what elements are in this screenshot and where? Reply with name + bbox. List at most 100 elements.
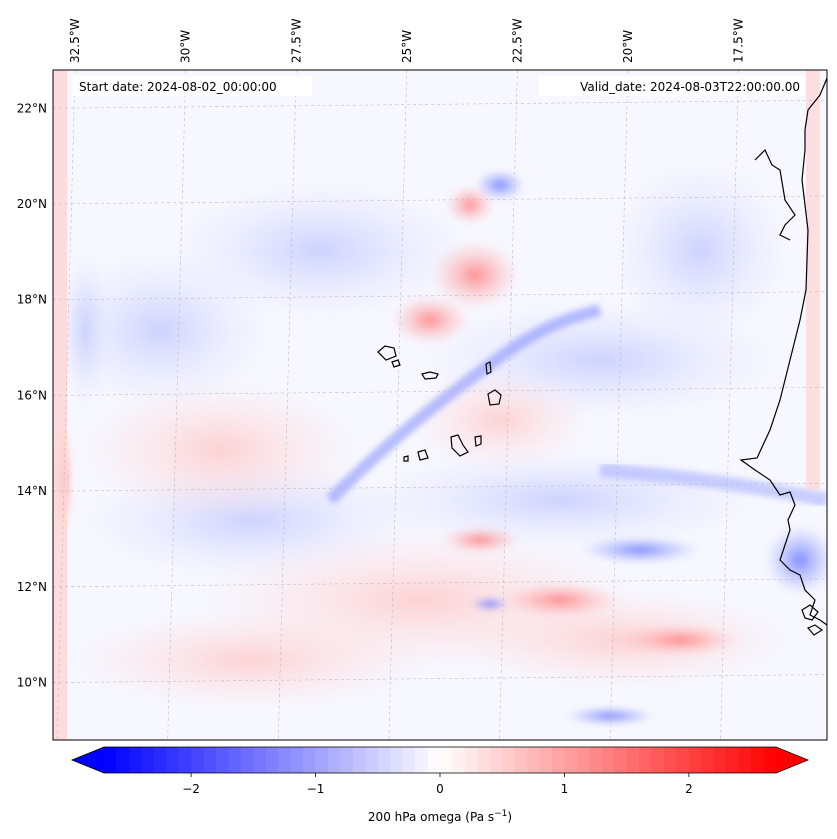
colorbar-segment: [676, 747, 690, 773]
island-bijagos: [801, 604, 824, 636]
colorbar-segment: [589, 747, 603, 773]
colorbar-segment: [651, 747, 665, 773]
colorbar-segment: [514, 747, 528, 773]
colorbar-tick-label: −1: [307, 782, 325, 796]
colorbar-segment: [340, 747, 354, 773]
colorbar-segment: [713, 747, 727, 773]
meridian-line: [609, 70, 629, 740]
island-sao-vicente: [391, 359, 401, 368]
colorbar-label: 200 hPa omega (Pa s−1): [368, 809, 512, 824]
colorbar-segment: [191, 747, 205, 773]
lon-tick-label: 32.5°W: [68, 18, 82, 63]
colorbar-extend-min: [72, 747, 104, 773]
colorbar-segment: [228, 747, 242, 773]
colorbar-segment: [278, 747, 292, 773]
colorbar-segment: [688, 747, 702, 773]
lon-tick-label: 27.5°W: [289, 18, 303, 63]
island-boa-vista: [487, 389, 502, 406]
colorbar: −2 −1 0 1 2: [70, 746, 810, 796]
lon-tick-label: 25°W: [400, 30, 414, 63]
african-coastline: [739, 77, 827, 626]
colorbar-segment: [477, 747, 491, 773]
start-date-text: Start date: 2024-08-02_00:00:00: [79, 80, 277, 94]
valid-date-box: [538, 76, 806, 96]
lon-tick-label: 17.5°W: [732, 18, 746, 63]
colorbar-segment: [178, 747, 192, 773]
colorbar-segment: [726, 747, 740, 773]
colorbar-segment: [464, 747, 478, 773]
colorbar-segment: [240, 747, 254, 773]
colorbar-segment: [664, 747, 678, 773]
meridian-line: [56, 70, 76, 740]
lat-tick-label: 14°N: [17, 484, 47, 498]
colorbar-segment: [352, 747, 366, 773]
lon-tick-label: 22.5°W: [510, 18, 524, 63]
meridian-line: [499, 70, 518, 740]
island-fogo: [417, 449, 429, 461]
omega-field: [53, 70, 827, 740]
colorbar-outline: [70, 746, 810, 774]
colorbar-segment: [502, 747, 516, 773]
lat-tick-label: 18°N: [17, 293, 47, 307]
colorbar-segment: [377, 747, 391, 773]
colorbar-segment: [166, 747, 180, 773]
start-date-box: [72, 76, 312, 96]
colorbar-segment: [527, 747, 541, 773]
colorbar-segment: [614, 747, 628, 773]
colorbar-segment: [427, 747, 441, 773]
colorbar-segment: [751, 747, 765, 773]
colorbar-segment: [552, 747, 566, 773]
colorbar-segment: [128, 747, 142, 773]
colorbar-segment: [365, 747, 379, 773]
colorbar-segment: [315, 747, 329, 773]
colorbar-segment: [738, 747, 752, 773]
colorbar-segment: [763, 747, 777, 773]
header-info: Start date: 2024-08-02_00:00:00 Valid_da…: [72, 76, 806, 96]
lon-tick-label: 20°W: [621, 30, 635, 63]
lat-tick-label: 10°N: [17, 676, 47, 690]
island-sal: [485, 361, 492, 375]
colorbar-segment: [303, 747, 317, 773]
colorbar-segment: [104, 747, 118, 773]
colorbar-segment: [701, 747, 715, 773]
colorbar-segment: [601, 747, 615, 773]
colorbar-segment: [402, 747, 416, 773]
colorbar-segment: [265, 747, 279, 773]
island-santiago: [450, 434, 469, 457]
colorbar-segment: [390, 747, 404, 773]
colorbar-segment: [564, 747, 578, 773]
lat-tick-label: 12°N: [17, 580, 47, 594]
colorbar-segment: [539, 747, 553, 773]
meridian-line: [167, 70, 186, 740]
meridian-line: [277, 70, 297, 740]
colorbar-segment: [440, 747, 454, 773]
colorbar-tick-label: 0: [436, 782, 444, 796]
island-brava: [403, 455, 409, 462]
colorbar-extend-max: [776, 747, 808, 773]
coastlines: [377, 77, 827, 636]
island-santo-antao: [377, 345, 397, 361]
colorbar-segment: [216, 747, 230, 773]
gridlines: [53, 70, 827, 740]
meridian-line: [720, 70, 739, 740]
longitude-labels: 32.5°W 30°W 27.5°W 25°W 22.5°W 20°W 17.5°W: [68, 18, 745, 63]
lat-tick-label: 22°N: [17, 101, 47, 115]
colorbar-segment: [452, 747, 466, 773]
colorbar-segment: [153, 747, 167, 773]
colorbar-segment: [203, 747, 217, 773]
colorbar-tick-label: −2: [182, 782, 200, 796]
map-border: [52, 69, 828, 741]
island-maio: [474, 435, 482, 447]
valid-date-text: Valid_date: 2024-08-03T22:00:00.00: [580, 80, 800, 94]
colorbar-segment: [626, 747, 640, 773]
colorbar-segment: [489, 747, 503, 773]
colorbar-tick-label: 1: [561, 782, 569, 796]
colorbar-segment: [639, 747, 653, 773]
colorbar-segment: [141, 747, 155, 773]
colorbar-segment: [253, 747, 267, 773]
colorbar-segment: [576, 747, 590, 773]
latitude-labels: 10°N 12°N 14°N 16°N 18°N 20°N 22°N: [17, 101, 47, 689]
island-sao-nicolau: [421, 371, 439, 380]
lon-tick-label: 30°W: [179, 30, 193, 63]
